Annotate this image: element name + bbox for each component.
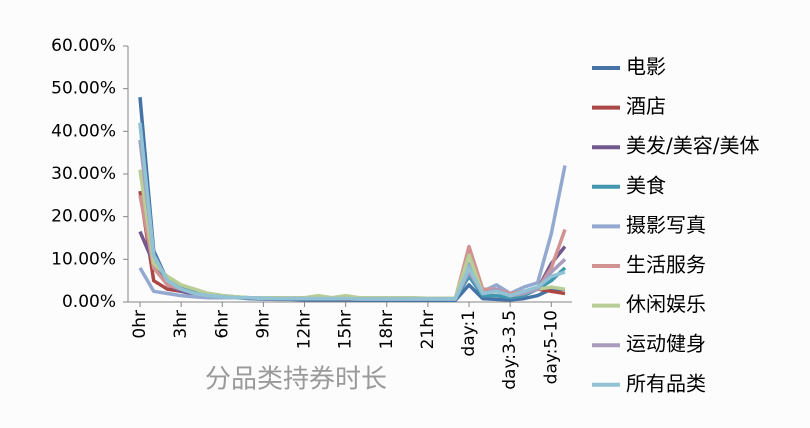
legend-label: 运动健身 <box>626 332 706 356</box>
x-tick-label: day:3-3.5 <box>500 310 520 390</box>
x-tick-label: 15hr <box>336 310 356 349</box>
y-tick-label: 50.00% <box>51 79 116 99</box>
legend-label: 酒店 <box>626 94 666 118</box>
series-line <box>138 122 566 301</box>
y-tick-label: 0.00% <box>62 292 116 312</box>
legend-label: 美发/美容/美体 <box>626 134 759 158</box>
legend-label: 美食 <box>626 173 666 197</box>
y-tick-label: 30.00% <box>51 164 116 184</box>
x-tick-label: 0hr <box>130 310 150 339</box>
x-tick-label: 18hr <box>377 310 397 349</box>
x-tick-label: 12hr <box>295 310 315 349</box>
legend-label: 摄影写真 <box>626 213 706 237</box>
legend-label: 所有品类 <box>626 371 706 395</box>
x-tick-label: 6hr <box>212 310 232 339</box>
x-axis-title: 分品类持券时长 <box>205 365 387 395</box>
legend-label: 休闲娱乐 <box>626 292 706 316</box>
x-tick-label: 3hr <box>171 310 191 339</box>
y-tick-label: 40.00% <box>51 121 116 141</box>
y-tick-label: 10.00% <box>51 249 116 269</box>
x-tick-label: 9hr <box>253 310 273 339</box>
legend-label: 生活服务 <box>626 253 706 277</box>
x-tick-label: day:5-10 <box>541 310 561 384</box>
y-tick-label: 20.00% <box>51 207 116 227</box>
y-tick-label: 60.00% <box>51 36 116 56</box>
x-tick-label: 21hr <box>418 310 438 349</box>
x-tick-label: day:1 <box>459 310 479 357</box>
legend-label: 电影 <box>626 55 666 79</box>
